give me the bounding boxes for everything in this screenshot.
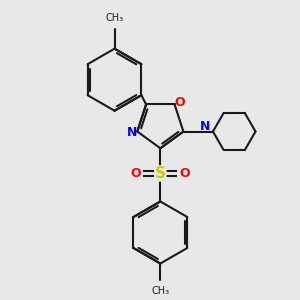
Text: O: O	[180, 167, 190, 180]
Text: CH₃: CH₃	[151, 286, 169, 296]
Text: N: N	[127, 126, 137, 139]
Text: O: O	[130, 167, 141, 180]
Text: O: O	[175, 97, 185, 110]
Text: S: S	[155, 166, 166, 181]
Text: CH₃: CH₃	[106, 13, 124, 23]
Text: N: N	[200, 120, 210, 133]
